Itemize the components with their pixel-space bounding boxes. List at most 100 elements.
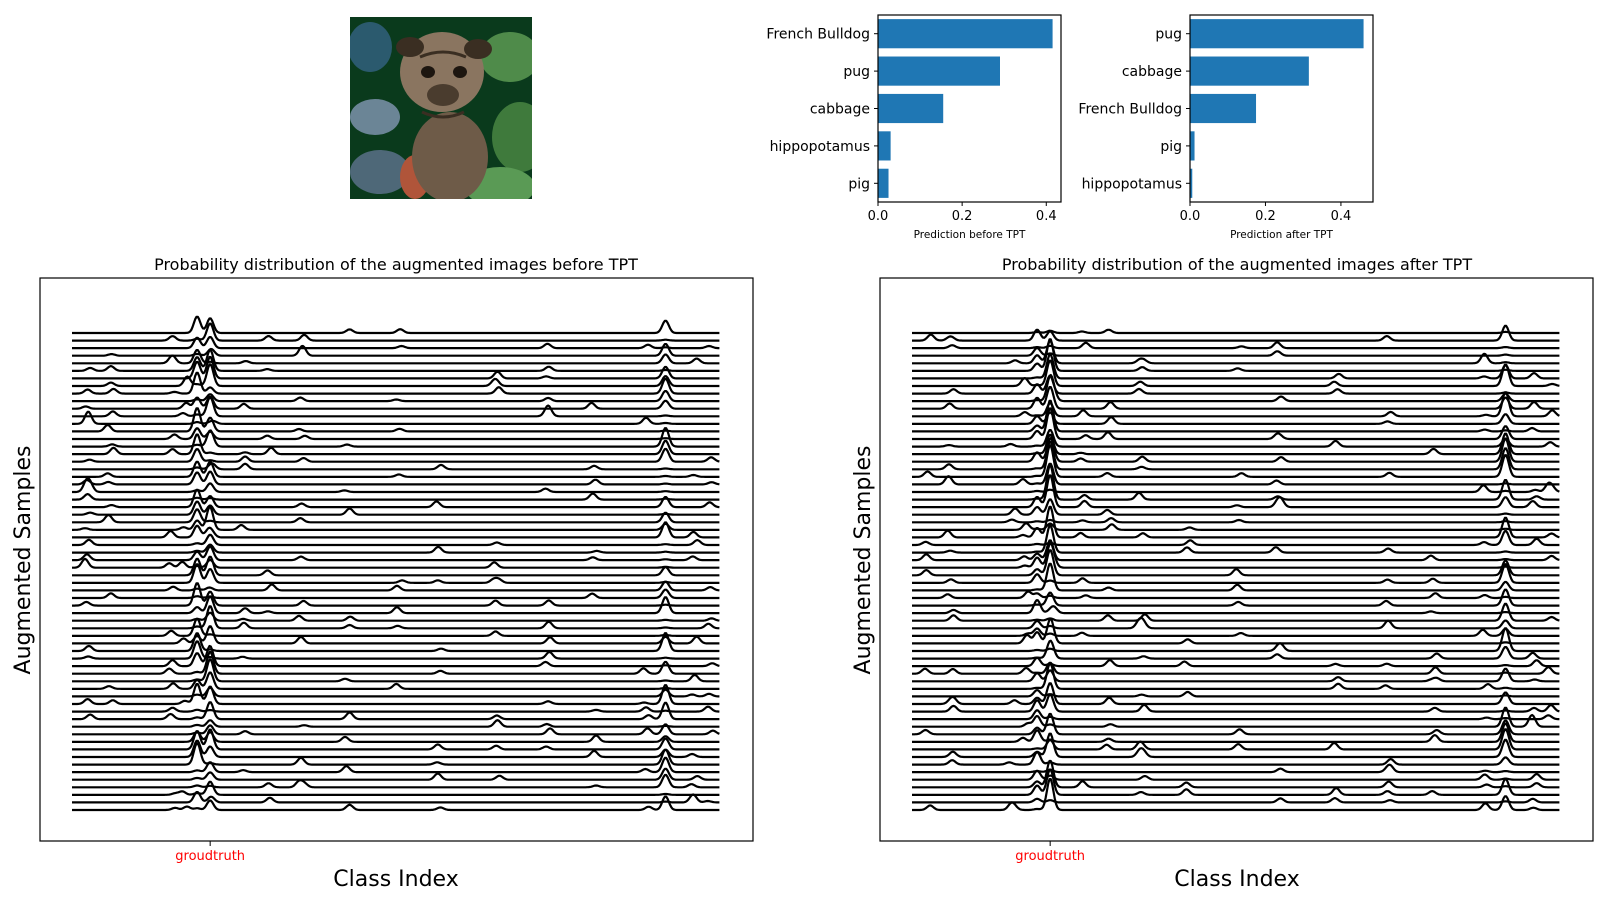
bar-after-xtick-label-0: 0.0 <box>1180 209 1201 224</box>
bar-after-bar-3 <box>1190 131 1195 161</box>
ridge-after-sample-line-15 <box>912 429 1560 448</box>
bar-before-bar-1 <box>878 56 1000 86</box>
ridge-after-sample-line-5 <box>912 338 1560 372</box>
ridge-after-sample-line-14 <box>912 407 1560 441</box>
ridge-before-sample-line-23 <box>72 488 720 509</box>
bar-before-xtick-label-1: 0.2 <box>952 209 973 224</box>
ridge-before-sample-line-47 <box>72 671 720 690</box>
ridge-before-sample-line-55 <box>72 728 720 751</box>
ridge-after-sample-line-25 <box>912 517 1560 524</box>
ridge-before-sample-line-17 <box>72 447 720 463</box>
bar-after-category-label-4: hippopotamus <box>1082 176 1182 192</box>
ridge-after-sample-line-58 <box>912 763 1560 774</box>
bar-before-bar-4 <box>878 168 889 198</box>
ridge-before-sample-line-41 <box>72 625 720 645</box>
ridge-after-sample-line-46 <box>912 667 1560 683</box>
ridge-after-sample-line-11 <box>912 391 1560 418</box>
ridge-after-frame <box>879 277 1594 842</box>
ridge-after-sample-line-57 <box>912 751 1560 766</box>
ridge-before-sample-line-24 <box>72 500 720 516</box>
ridge-before-sample-line-12 <box>72 410 720 425</box>
ridge-after-sample-line-61 <box>912 768 1560 796</box>
ridge-before-sample-line-63 <box>72 795 720 812</box>
ridge-before-title: Probability distribution of the augmente… <box>154 255 638 274</box>
ridge-after-sample-line-23 <box>912 474 1560 509</box>
ridge-after-sample-line-43 <box>912 639 1560 660</box>
ridge-before-ylabel: Augmented Samples <box>11 446 36 675</box>
ridge-after-sample-line-10 <box>912 386 1560 410</box>
bar-before-bar-3 <box>878 131 891 161</box>
bar-after-category-label-0: pug <box>1155 27 1182 43</box>
ridge-before-sample-line-62 <box>72 791 720 804</box>
ridge-after-sample-line-9 <box>912 373 1560 403</box>
ridge-before-sample-line-27 <box>72 521 720 539</box>
bar-before-xlabel: Prediction before TPT <box>914 229 1026 241</box>
ridge-after-sample-line-18 <box>912 440 1560 471</box>
ridge-after-sample-line-54 <box>912 722 1560 743</box>
ridge-after-sample-line-20 <box>912 462 1560 486</box>
bar-before-category-label-2: cabbage <box>810 102 870 118</box>
ridge-after-sample-line-62 <box>912 797 1560 804</box>
ridge-after-sample-line-13 <box>912 399 1560 433</box>
ridge-after-sample-line-52 <box>912 706 1560 728</box>
ridge-after-sample-line-49 <box>912 682 1560 706</box>
ridge-after-sample-line-28 <box>912 530 1560 547</box>
ridge-before-sample-line-6 <box>72 355 720 380</box>
ridge-after-sample-line-56 <box>912 732 1560 759</box>
ridge-after-sample-line-60 <box>912 759 1560 789</box>
ridge-before-sample-line-42 <box>72 632 720 653</box>
bar-before-category-label-4: pig <box>848 176 870 192</box>
pug-statue-picture <box>350 17 532 199</box>
ridge-after-sample-line-6 <box>912 353 1560 380</box>
bar-before-category-label-1: pug <box>843 64 870 80</box>
ridge-before-sample-line-10 <box>72 395 720 410</box>
ridge-after-sample-line-41 <box>912 617 1560 645</box>
ridge-before-sample-line-58 <box>72 756 720 774</box>
ridge-after-sample-line-59 <box>912 769 1560 781</box>
ridge-before-sample-line-14 <box>72 427 720 441</box>
ridge-after-sample-line-48 <box>912 689 1560 698</box>
ridge-before-sample-line-20 <box>72 470 720 486</box>
ridge-plot-before: Probability distribution of the augmente… <box>11 255 754 892</box>
bar-after-bar-0 <box>1190 19 1364 49</box>
ridge-after-sample-line-45 <box>912 661 1560 675</box>
ridge-before-sample-line-51 <box>72 701 720 721</box>
ridge-after-sample-line-51 <box>912 709 1560 721</box>
ridge-before-sample-line-46 <box>72 658 720 683</box>
ridge-before-sample-line-45 <box>72 651 720 675</box>
ridge-before-sample-line-60 <box>72 773 720 789</box>
ridge-after-sample-line-4 <box>912 340 1560 365</box>
ridge-before-sample-line-40 <box>72 617 720 637</box>
bar-after-category-label-2: French Bulldog <box>1078 102 1182 118</box>
ridge-before-sample-line-36 <box>72 582 720 607</box>
ridge-before-sample-line-30 <box>72 545 720 562</box>
ridge-after-sample-line-17 <box>912 437 1560 463</box>
ridge-after-sample-line-40 <box>912 627 1560 637</box>
bar-after-category-label-1: cabbage <box>1122 64 1182 80</box>
ridge-before-sample-line-2 <box>72 336 720 350</box>
ridge-after-sample-line-53 <box>912 712 1560 736</box>
ridge-before-sample-line-15 <box>72 427 720 448</box>
ridge-after-ylabel: Augmented Samples <box>851 446 876 675</box>
ridge-after-sample-line-3 <box>912 347 1560 357</box>
ridge-after-sample-line-42 <box>912 627 1560 653</box>
bar-before-bar-2 <box>878 93 944 124</box>
ridge-before-sample-line-52 <box>72 719 720 728</box>
ridge-after-xlabel: Class Index <box>1174 867 1299 892</box>
bar-before-category-label-3: hippopotamus <box>770 139 870 155</box>
ridge-after-sample-line-16 <box>912 432 1560 456</box>
pug-statue-image <box>350 17 532 199</box>
ridge-after-sample-line-37 <box>912 599 1560 615</box>
ridge-after-sample-line-32 <box>912 549 1560 577</box>
ridge-before-sample-line-28 <box>72 533 720 547</box>
ridge-before-sample-line-9 <box>72 390 720 403</box>
ridge-before-sample-line-5 <box>72 349 720 372</box>
ridge-before-sample-line-44 <box>72 644 720 668</box>
ridge-after-sample-line-31 <box>912 542 1560 569</box>
ridge-before-sample-line-37 <box>72 595 720 615</box>
ridge-after-sample-line-63 <box>912 778 1560 812</box>
ridge-before-xlabel: Class Index <box>333 867 458 892</box>
ridge-before-sample-line-25 <box>72 508 720 524</box>
ridge-after-sample-line-21 <box>912 481 1560 494</box>
ridge-before-sample-line-29 <box>72 543 720 554</box>
